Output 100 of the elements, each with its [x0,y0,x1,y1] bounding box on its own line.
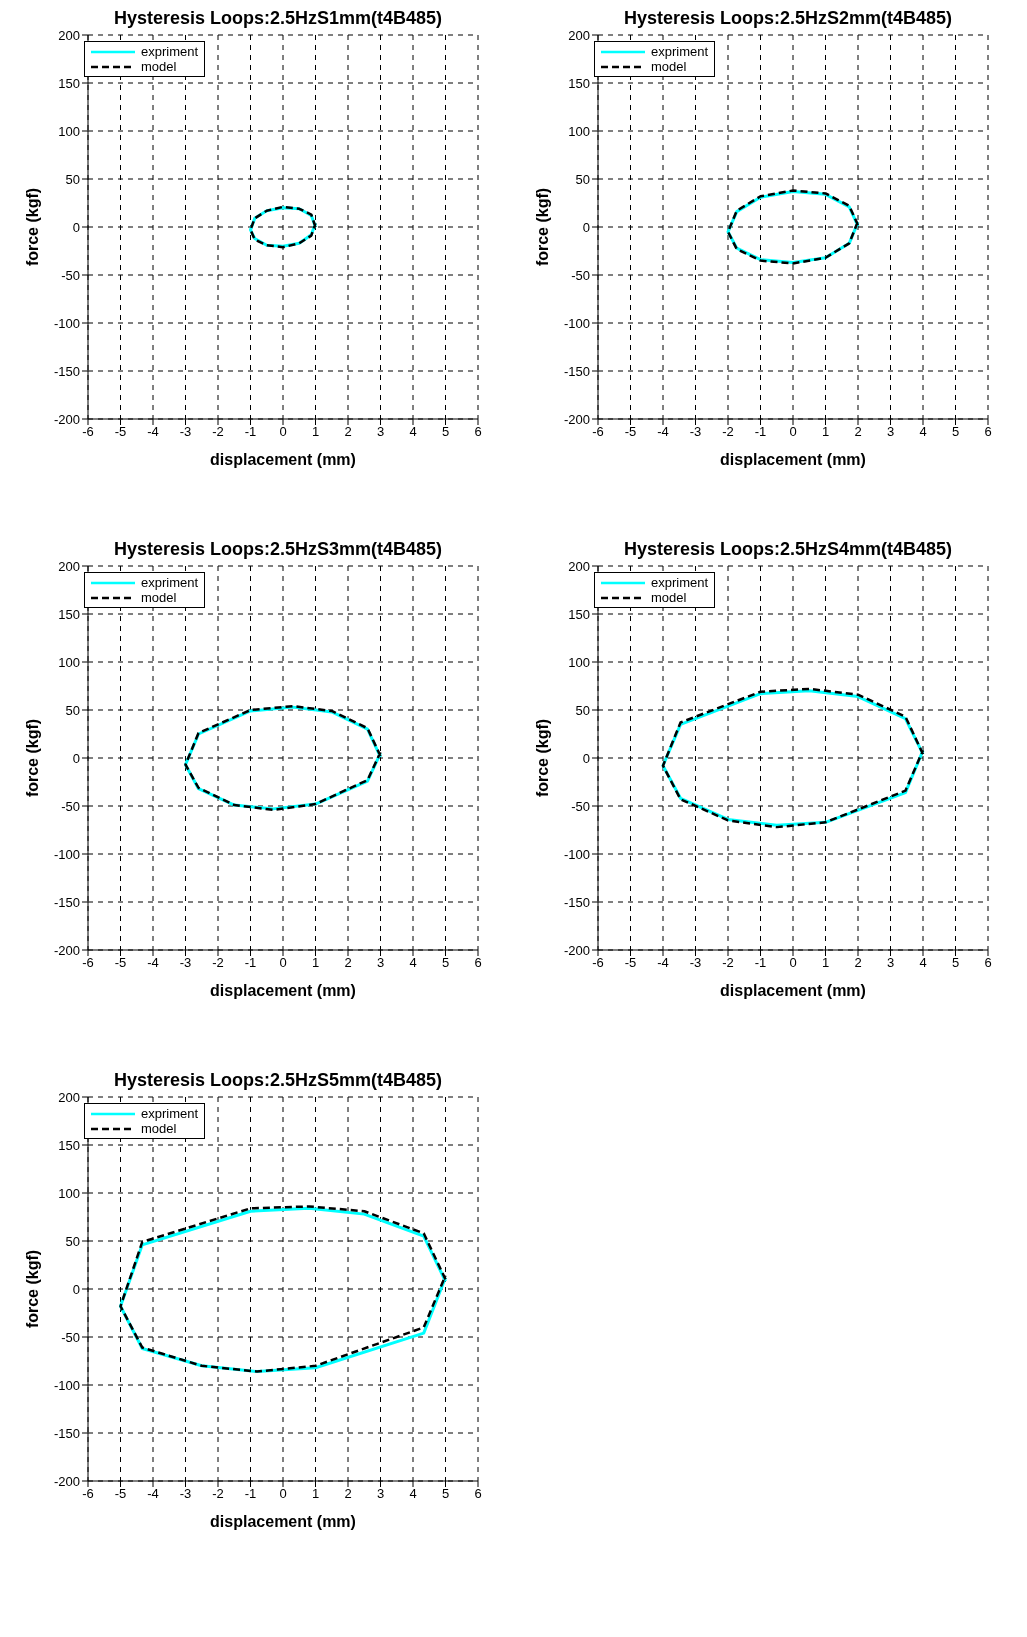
x-tick-label: 0 [789,424,797,440]
y-tick-label: 200 [568,27,590,43]
x-tick-label: 1 [311,424,320,440]
chart-title: Hysteresis Loops:2.5HzS3mm(t4B485) [112,539,444,560]
y-axis-title: force (kgf) [533,718,551,798]
x-tick-label: -3 [179,1486,192,1502]
y-tick-label: 0 [582,219,590,235]
x-tick-label: -1 [244,424,257,440]
y-tick-label: 100 [58,654,80,670]
x-tick-label: 3 [376,955,385,971]
y-tick-label: 50 [65,171,80,187]
y-tick-label: -150 [53,363,80,379]
x-tick-label: 2 [854,955,862,971]
x-tick-label: 5 [441,955,450,971]
y-tick-label: -100 [53,315,80,331]
x-tick-label: 1 [821,424,830,440]
x-tick-label: 6 [474,1486,482,1502]
y-tick-label: 50 [575,171,590,187]
legend-label: model [141,590,177,605]
x-axis-title: displacement (mm) [210,451,356,468]
x-tick-label: -5 [114,955,127,971]
x-tick-label: 0 [789,955,797,971]
x-tick-label: 6 [474,424,482,440]
x-tick-label: 2 [344,955,352,971]
y-tick-label: 0 [582,750,590,766]
y-tick-label: -50 [61,267,80,283]
x-tick-label: 1 [821,955,830,971]
x-tick-label: -5 [114,424,127,440]
x-tick-label: -4 [657,424,669,440]
legend-label: model [651,590,687,605]
y-tick-label: -100 [563,846,590,862]
x-tick-label: -2 [722,424,734,440]
y-tick-label: -150 [53,1425,80,1441]
y-tick-label: -200 [53,942,80,958]
y-tick-label: 150 [58,606,80,622]
x-tick-label: -1 [244,1486,257,1502]
x-tick-label: -2 [212,424,224,440]
x-tick-label: 3 [376,1486,385,1502]
x-tick-label: 4 [409,1486,417,1502]
y-axis-title: force (kgf) [533,187,551,267]
y-tick-label: 100 [568,654,590,670]
x-tick-label: 6 [474,955,482,971]
x-tick-label: 0 [279,424,287,440]
y-tick-label: -150 [53,894,80,910]
y-tick-label: -200 [563,411,590,427]
x-axis-title: displacement (mm) [210,1513,356,1530]
x-tick-label: 4 [919,424,927,440]
y-axis-title: force (kgf) [23,718,41,798]
x-tick-label: -4 [147,424,159,440]
x-tick-label: 0 [279,1486,287,1502]
legend-label: model [651,59,687,74]
chart-title: Hysteresis Loops:2.5HzS2mm(t4B485) [622,8,954,29]
y-tick-label: -50 [61,798,80,814]
legend-label: expriment [651,44,709,59]
x-tick-label: 5 [951,955,960,971]
y-axis-title: force (kgf) [23,1249,41,1329]
legend-label: expriment [141,1106,199,1121]
chart-title: Hysteresis Loops:2.5HzS5mm(t4B485) [112,1070,444,1091]
x-tick-label: -6 [82,955,94,971]
x-tick-label: -3 [179,955,192,971]
x-tick-label: -4 [147,1486,159,1502]
y-tick-label: 100 [58,123,80,139]
x-tick-label: -6 [592,424,604,440]
y-tick-label: 0 [72,750,80,766]
y-tick-label: -50 [571,267,590,283]
x-tick-label: -5 [624,955,637,971]
y-tick-label: 150 [568,606,590,622]
y-tick-label: -100 [53,846,80,862]
y-tick-label: -200 [53,1473,80,1489]
y-tick-label: 200 [58,27,80,43]
x-tick-label: 2 [344,424,352,440]
y-tick-label: 50 [65,1233,80,1249]
x-tick-label: -2 [722,955,734,971]
x-tick-label: -3 [689,424,702,440]
x-tick-label: 3 [376,424,385,440]
chart-title: Hysteresis Loops:2.5HzS1mm(t4B485) [112,8,444,29]
x-tick-label: 6 [984,424,992,440]
x-tick-label: -1 [754,424,767,440]
x-tick-label: 6 [984,955,992,971]
y-tick-label: -150 [563,894,590,910]
x-tick-label: -2 [212,1486,224,1502]
y-tick-label: 150 [568,75,590,91]
x-axis-title: displacement (mm) [720,451,866,468]
legend-label: expriment [141,575,199,590]
x-tick-label: -3 [689,955,702,971]
x-tick-label: 5 [441,1486,450,1502]
x-tick-label: 0 [279,955,287,971]
y-tick-label: -100 [53,1377,80,1393]
x-axis-title: displacement (mm) [720,982,866,999]
x-tick-label: -4 [657,955,669,971]
legend-label: model [141,59,177,74]
x-tick-label: -1 [244,955,257,971]
y-tick-label: -150 [563,363,590,379]
x-tick-label: 2 [854,424,862,440]
x-tick-label: 5 [951,424,960,440]
y-tick-label: -50 [571,798,590,814]
x-tick-label: 1 [311,1486,320,1502]
y-tick-label: 0 [72,1281,80,1297]
y-tick-label: 200 [58,558,80,574]
x-tick-label: -6 [82,1486,94,1502]
